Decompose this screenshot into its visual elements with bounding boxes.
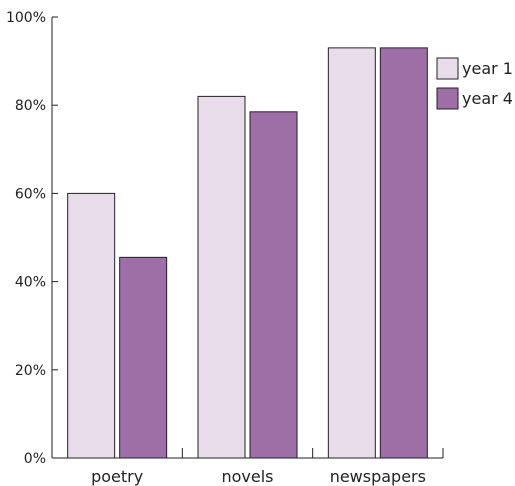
bars	[67, 47, 428, 459]
bar	[249, 111, 298, 459]
legend-label: year 4	[462, 89, 513, 108]
y-tick-label: 80%	[15, 98, 46, 114]
bar	[67, 192, 116, 459]
bar	[197, 95, 246, 459]
x-category-label: newspapers	[330, 467, 426, 486]
y-tick-label: 60%	[15, 186, 46, 202]
legend-swatch	[436, 57, 459, 80]
y-tick-label: 100%	[6, 10, 46, 26]
y-tick-label: 20%	[15, 363, 46, 379]
bar	[327, 47, 376, 459]
y-axis: 0% 20% 40% 60% 80% 100%	[6, 10, 58, 467]
bar	[379, 47, 428, 459]
x-category-label: poetry	[91, 467, 143, 486]
x-category-label: novels	[221, 467, 273, 486]
legend-swatch	[436, 87, 459, 110]
y-tick-label: 40%	[15, 275, 46, 291]
legend: year 1 year 4	[436, 57, 513, 110]
legend-label: year 1	[462, 59, 513, 78]
x-axis: poetry novels newspapers	[52, 448, 444, 486]
bar	[119, 256, 168, 459]
y-tick-label: 0%	[24, 451, 46, 467]
